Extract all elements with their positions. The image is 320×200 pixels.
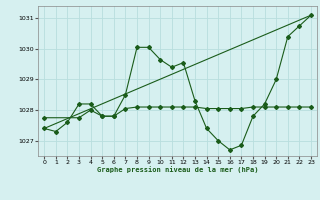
X-axis label: Graphe pression niveau de la mer (hPa): Graphe pression niveau de la mer (hPa) [97, 167, 258, 173]
